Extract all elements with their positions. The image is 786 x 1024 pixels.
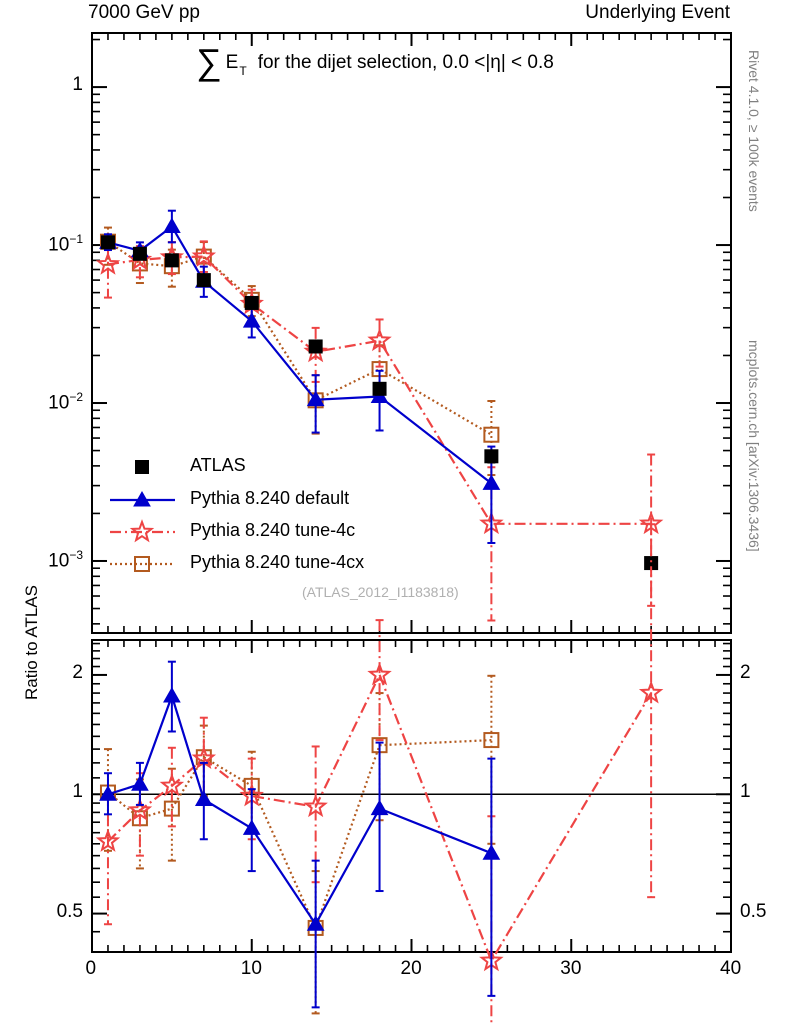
header-right-label: Underlying Event [585,2,730,23]
x-tick-label: 0 [85,958,97,979]
sigma-symbol: ∑ [196,41,222,82]
x-tick-label: 40 [720,958,742,979]
ratio-y-tick-label: 2 [72,661,83,683]
title-et-e: E [225,52,239,73]
ratio-y-tick-label-right: 0.5 [740,900,767,922]
ratio-panel-ticks [91,640,732,953]
ratio-y-tick-label: 1 [72,781,83,803]
legend-item-label: Pythia 8.240 tune-4c [190,520,356,540]
ratio-y-tick-label-right: 1 [740,781,751,803]
title-et-subscript: T [239,64,247,78]
x-tick-label: 10 [240,958,262,979]
title-rest: for the dijet selection, 0.0 <|η| < 0.8 [257,52,554,73]
legend-item-label: Pythia 8.240 default [190,488,350,508]
legend-item-label: ATLAS [190,455,246,475]
main-y-tick-label: 10−1 [48,232,83,256]
main-panel-data [95,209,664,622]
x-tick-label: 20 [400,958,422,979]
main-y-tick-label: 10−3 [48,547,83,572]
ratio-y-tick-label: 0.5 [56,900,83,922]
legend-markers [110,460,175,572]
ratio-panel-frame [91,639,732,953]
ratio-panel-data [95,523,664,1024]
main-y-tick-label: 10−2 [48,390,83,414]
plot-title: ∑ ET for the dijet selection, 0.0 <|η| < 0… [196,44,554,80]
header-left-label: 7000 GeV pp [88,2,200,23]
main-y-tick-label: 1 [72,74,83,96]
ratio-y-tick-label-right: 2 [740,661,751,683]
x-tick-label: 30 [560,958,582,979]
main-panel-frame [91,32,732,634]
main-panel-ticks [91,33,732,633]
dataset-watermark: (ATLAS_2012_I1183818) [302,584,459,600]
legend-item-label: Pythia 8.240 tune-4cx [190,552,365,572]
